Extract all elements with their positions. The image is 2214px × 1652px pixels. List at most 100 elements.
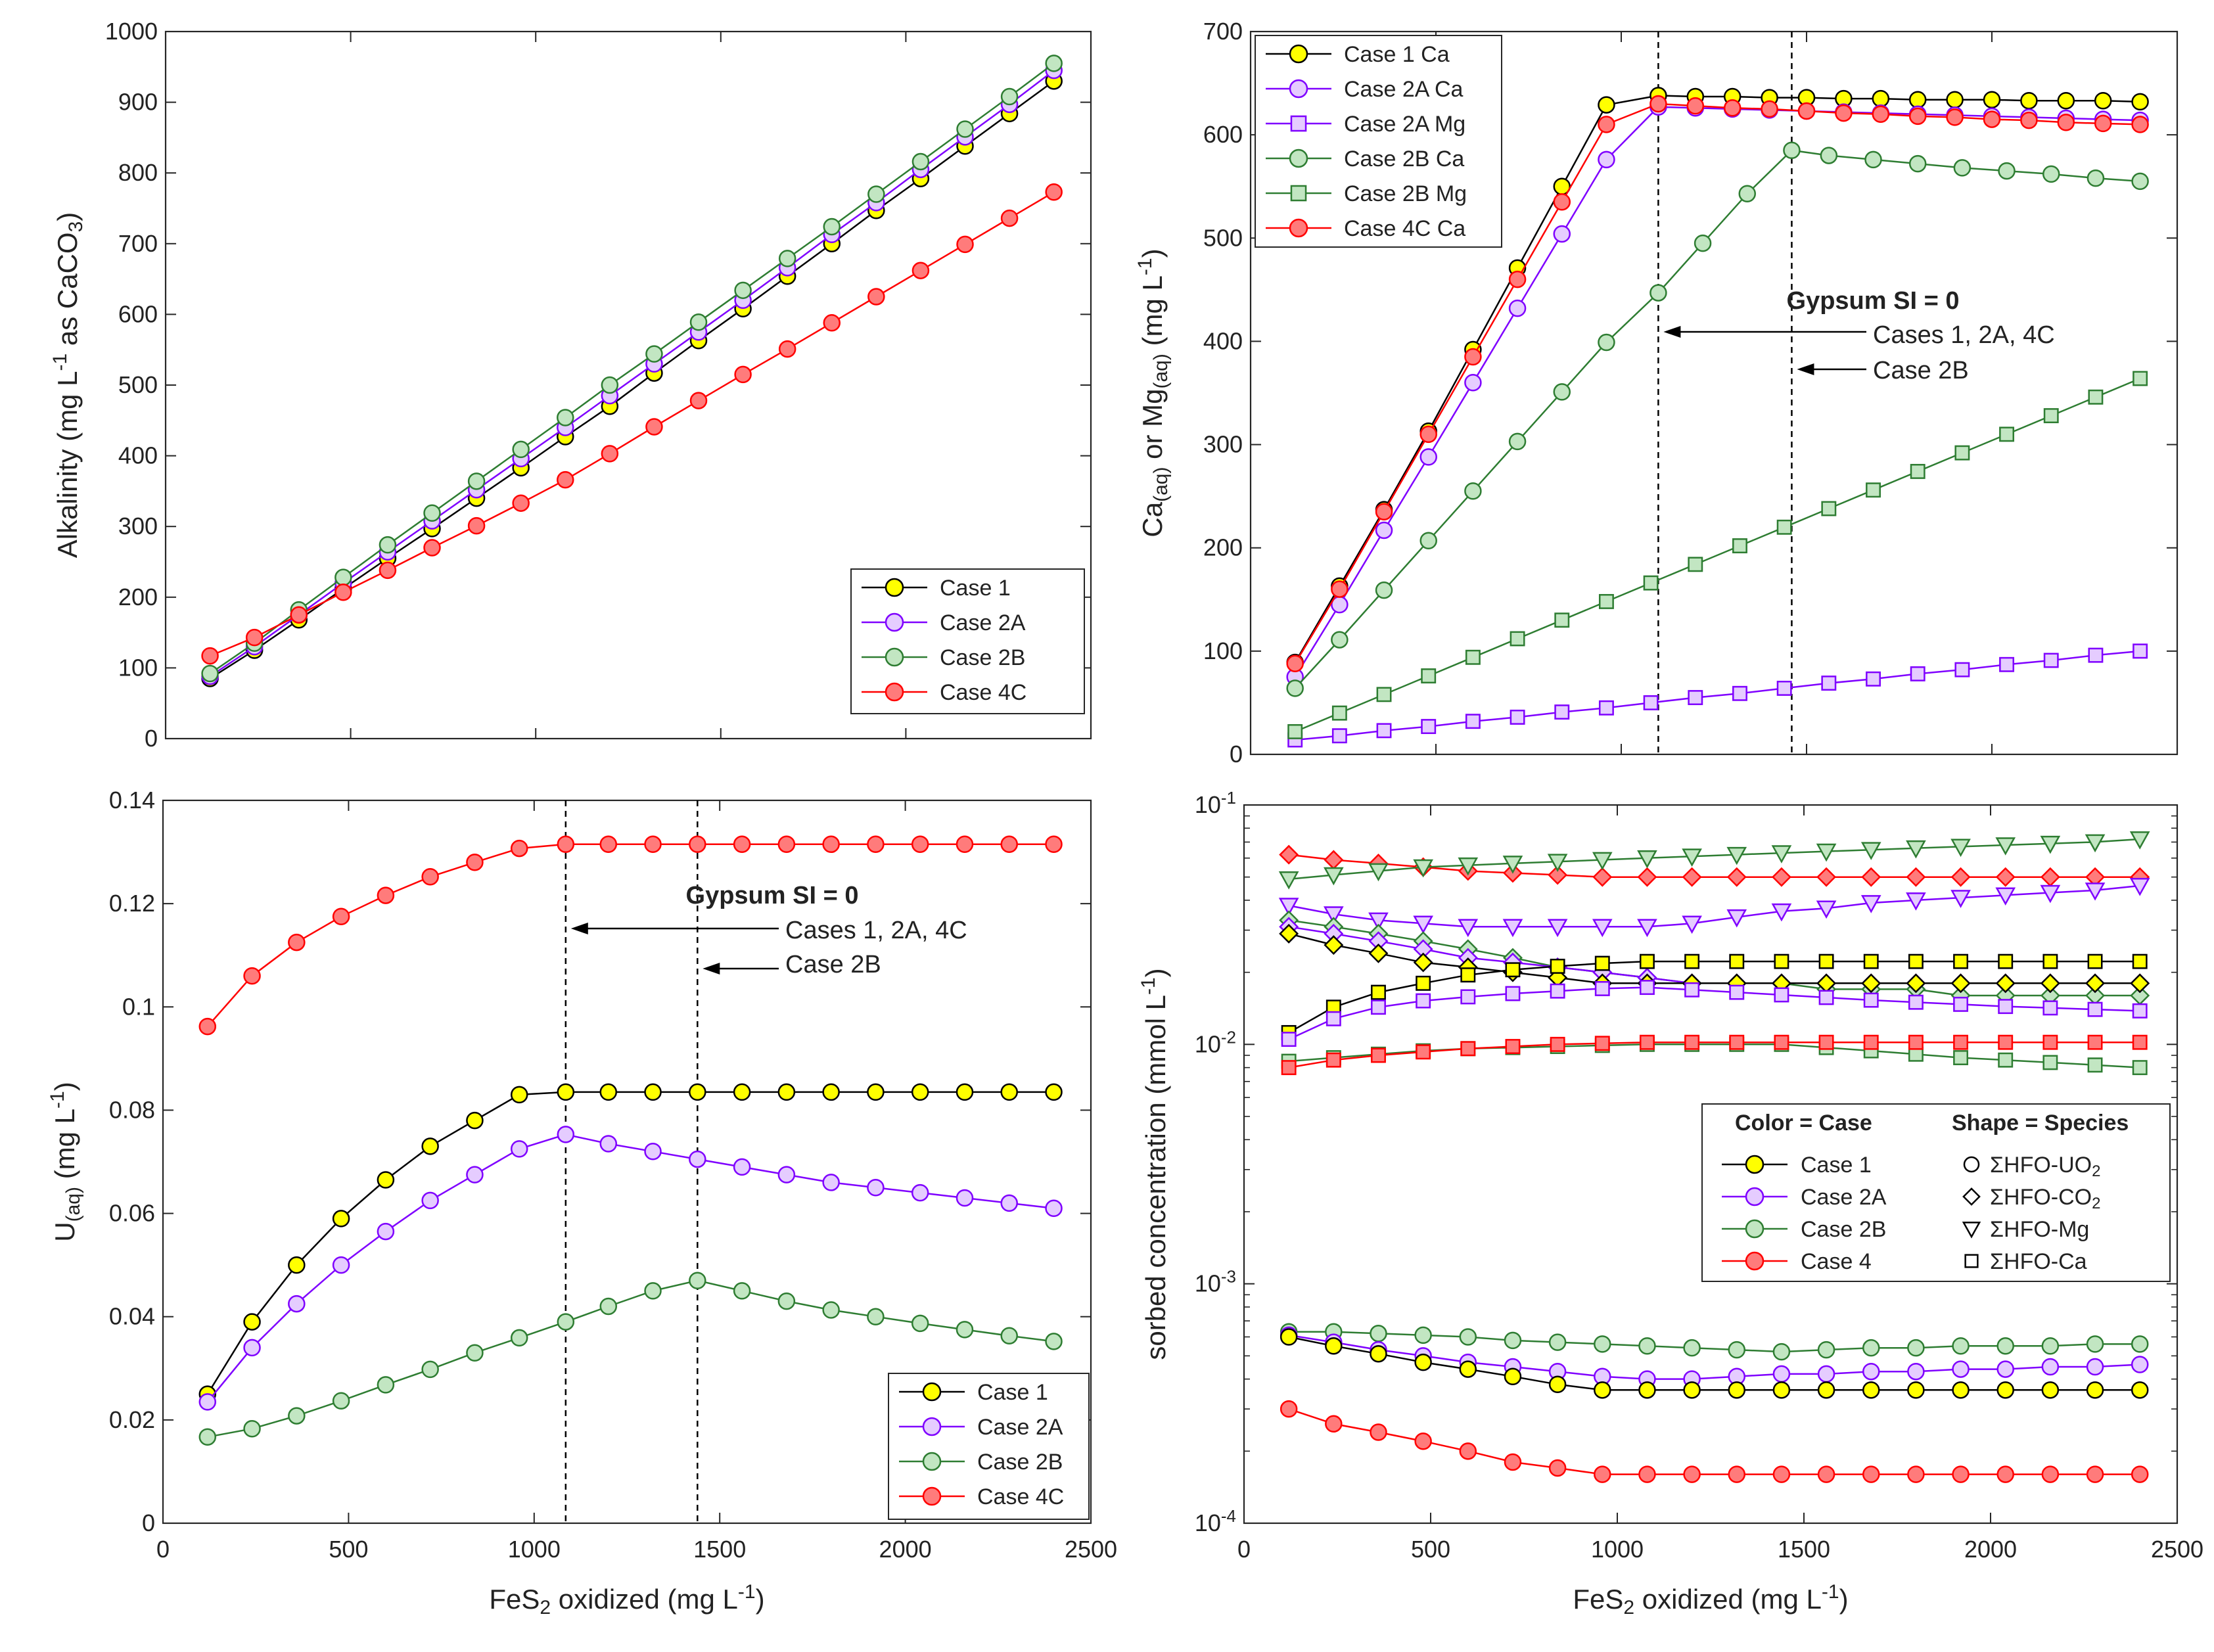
data-point xyxy=(1592,867,1613,887)
data-point xyxy=(1639,1034,1655,1050)
series-case-4c-ca xyxy=(1286,95,2149,672)
data-point xyxy=(689,313,708,331)
data-point xyxy=(1370,1344,1387,1363)
data-point xyxy=(1279,923,1299,944)
data-point xyxy=(1414,1432,1432,1450)
data-point xyxy=(1682,915,1702,934)
data-point xyxy=(2041,1465,2060,1483)
data-point xyxy=(2132,953,2148,969)
data-point xyxy=(1862,1362,1880,1381)
legend-item: Case 2B Ca xyxy=(1266,147,1464,172)
series-case-4-hfo-uo2 xyxy=(1280,1400,2149,1483)
data-point xyxy=(1323,867,1344,886)
data-point xyxy=(2131,1381,2149,1399)
legend-label: Case 2B Ca xyxy=(1344,147,1464,172)
data-point xyxy=(1045,835,1063,854)
legend-marker xyxy=(1745,1219,1764,1239)
legend: Case 1 Case 2A Case 2B Case 4C xyxy=(850,568,1085,714)
data-point xyxy=(334,568,352,586)
data-point xyxy=(1458,857,1479,876)
data-point xyxy=(1726,867,1747,887)
data-point xyxy=(1950,867,1971,887)
data-point xyxy=(1907,1339,1925,1357)
data-point xyxy=(1000,87,1019,106)
y-tick-label: 600 xyxy=(118,300,158,327)
data-point xyxy=(1286,654,1304,672)
legend-label: Case 2A xyxy=(940,610,1026,635)
data-point xyxy=(1816,900,1837,919)
data-point xyxy=(334,584,352,601)
data-point xyxy=(379,536,397,554)
x-tick-label: 2000 xyxy=(879,1536,932,1563)
data-point xyxy=(2020,92,2038,110)
data-point xyxy=(1045,1083,1063,1101)
data-point xyxy=(377,1376,395,1394)
legend-species-marker xyxy=(1962,1222,1981,1239)
data-point xyxy=(1324,935,1344,955)
y-tick-label: 0.04 xyxy=(109,1303,155,1330)
data-point xyxy=(1862,1339,1880,1357)
legend-label: Case 2A xyxy=(1801,1185,1887,1210)
data-point xyxy=(1045,1333,1063,1350)
data-point xyxy=(1505,1039,1521,1054)
legend-shape-title: Shape = Species xyxy=(1952,1111,2129,1136)
data-point xyxy=(1371,999,1386,1015)
x-tick-label: 0 xyxy=(1237,1536,1251,1563)
data-point xyxy=(1598,116,1615,133)
legend-marker xyxy=(922,1417,942,1436)
series-case-2a-hfo-ca xyxy=(1281,980,2148,1047)
data-point xyxy=(1861,973,1881,994)
data-point xyxy=(1594,1036,1610,1051)
data-point xyxy=(2087,1034,2103,1050)
data-point xyxy=(1413,859,1433,878)
data-point xyxy=(1505,986,1521,1001)
panel-p2: 0 100 200 300 400 500 600 700 Ca(aq) or Mg(aq) (… xyxy=(1134,18,2179,768)
data-point xyxy=(1547,919,1568,938)
data-point xyxy=(2131,1465,2149,1483)
data-point xyxy=(1998,999,2014,1015)
data-point xyxy=(1818,990,1834,1005)
data-point xyxy=(1278,871,1299,890)
data-point xyxy=(1797,102,1816,120)
data-point xyxy=(2087,1057,2103,1073)
legend: Case 1 Ca Case 2A Ca Case 2A Mg Case 2B Ca C… xyxy=(1255,35,1502,248)
data-point xyxy=(1598,700,1614,716)
data-point xyxy=(1416,1044,1431,1060)
data-point xyxy=(1550,958,1565,974)
annotation-arrowhead xyxy=(570,923,588,934)
panel-p1: 0 100 200 300 400 500 600 700 800 900 1000 Alkalini… xyxy=(49,18,1092,752)
data-point xyxy=(1682,848,1702,867)
data-point xyxy=(1910,463,1926,479)
data-point xyxy=(1907,1381,1925,1399)
data-point xyxy=(421,868,439,886)
data-point xyxy=(956,235,974,254)
legend-species-label: ΣHFO-Ca xyxy=(1990,1249,2087,1274)
data-point xyxy=(2132,1060,2148,1076)
legend-label: Case 4 xyxy=(1801,1249,1872,1274)
legend-color-title: Color = Case xyxy=(1735,1111,1872,1136)
legend-species-item: ΣHFO-Mg xyxy=(1962,1217,2089,1242)
legend-label: Case 1 xyxy=(940,576,1011,601)
y-axis-label: Alkalinity (mg L-1 as CaCO3) xyxy=(49,212,87,559)
data-point xyxy=(1000,209,1019,227)
data-point xyxy=(1772,1381,1791,1399)
data-point xyxy=(1598,96,1615,114)
data-point xyxy=(1643,575,1659,591)
data-point xyxy=(778,340,796,358)
data-point xyxy=(288,933,306,952)
data-point xyxy=(2042,953,2058,969)
legend-item: Case 1 Ca xyxy=(1266,42,1450,67)
data-point xyxy=(689,1272,706,1289)
data-point xyxy=(1370,1423,1387,1441)
data-point xyxy=(1952,1337,1970,1355)
legend-marker xyxy=(885,647,904,667)
data-point xyxy=(1728,1341,1746,1359)
data-point xyxy=(510,839,528,858)
data-point xyxy=(510,1086,528,1104)
data-point xyxy=(1375,581,1393,599)
x-tick-label: 1500 xyxy=(1778,1536,1830,1563)
data-point xyxy=(1950,890,1971,908)
data-point xyxy=(1280,1328,1298,1346)
series-case-2b-hfo-mg xyxy=(1278,831,2150,890)
data-point xyxy=(1637,867,1657,887)
